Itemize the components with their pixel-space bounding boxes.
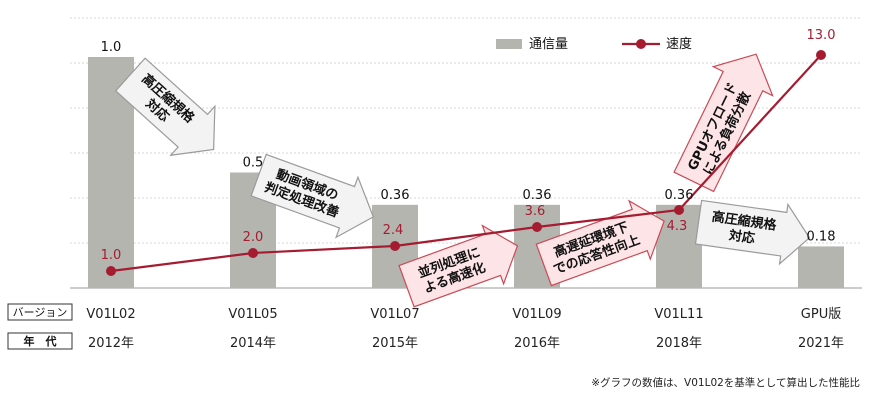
speed-point-1 [248, 248, 258, 258]
bar-label-3: 0.36 [523, 188, 552, 203]
tick-label-year-1: 2014年 [230, 336, 276, 351]
legend-line-marker [636, 39, 646, 49]
callout-arrow-shape [673, 53, 774, 193]
speed-point-5 [816, 50, 826, 60]
bar-label-4: 0.36 [665, 188, 694, 203]
tick-label-version-4: V01L11 [654, 307, 703, 322]
speed-line [106, 50, 826, 276]
callout-arrow-shape [398, 224, 519, 308]
bar-4 [656, 204, 702, 288]
legend-bar-swatch [496, 39, 522, 49]
speed-point-3 [532, 222, 542, 232]
row-label-box-version [7, 303, 73, 321]
legend-line-label: 速度 [666, 36, 692, 52]
data-labels: 1.0 0.5 0.36 0.36 0.36 0.18 1.0 2.0 2.4 3.6 4.3 13.… [101, 28, 836, 263]
row-label-box-year [7, 332, 73, 350]
tick-label-year-5: 2021年 [798, 336, 844, 351]
callout-arrow-shape [694, 199, 811, 266]
speed-label-2: 2.4 [383, 223, 404, 238]
tick-label-year-3: 2016年 [514, 336, 560, 351]
bar-label-5: 0.18 [807, 229, 836, 244]
callout-arrow-shape [250, 153, 375, 239]
tick-label-year-4: 2018年 [656, 336, 702, 351]
bar-label-0: 1.0 [101, 40, 122, 55]
callout-arrow-shape [535, 199, 665, 287]
bar-label-2: 0.36 [381, 188, 410, 203]
speed-polyline [110, 54, 822, 273]
speed-label-0: 1.0 [101, 248, 122, 263]
tick-label-year-2: 2015年 [372, 336, 418, 351]
speed-label-4: 4.3 [667, 219, 688, 234]
tick-label-version-0: V01L02 [86, 307, 135, 322]
speed-label-5: 13.0 [807, 28, 836, 43]
footnote: ※グラフの数値は、V01L02を基準として算出した性能比 [591, 376, 860, 389]
speed-label-1: 2.0 [243, 230, 264, 245]
row-label-version: バージョン [13, 306, 68, 319]
speed-point-2 [390, 241, 400, 251]
tick-label-version-1: V01L05 [228, 307, 277, 322]
tick-label-version-5: GPU版 [801, 307, 841, 322]
speed-label-3: 3.6 [525, 204, 546, 219]
speed-point-0 [106, 266, 116, 276]
legend: 通信量 速度 [496, 36, 692, 52]
speed-point-4 [674, 205, 684, 215]
tick-label-version-3: V01L09 [512, 307, 561, 322]
bar-label-1: 0.5 [243, 156, 264, 171]
tick-label-version-2: V01L07 [370, 307, 419, 322]
legend-bar-label: 通信量 [529, 37, 568, 52]
callout-text: 対応 [727, 227, 756, 247]
row-label-year: 年 代 [24, 334, 57, 348]
bar-5 [798, 246, 844, 288]
tick-label-year-0: 2012年 [88, 336, 134, 351]
callout-arrow-shape [114, 57, 216, 157]
